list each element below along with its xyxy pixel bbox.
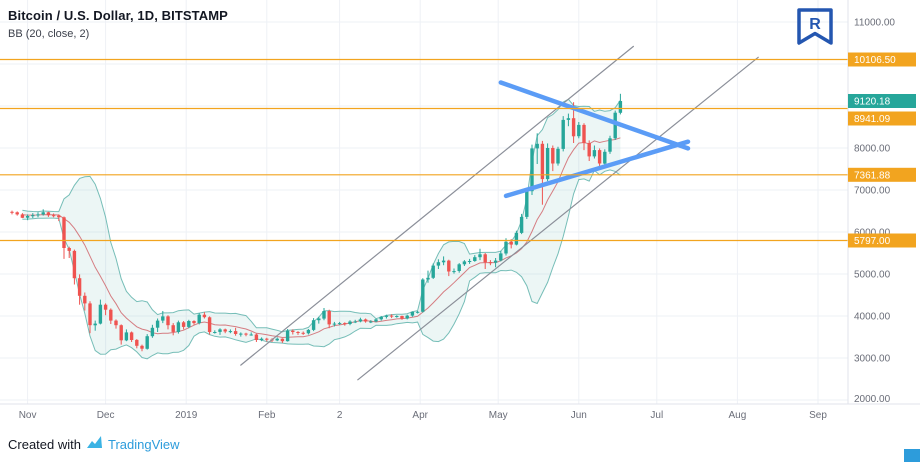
- price-tick-label: 4000.00: [854, 312, 891, 323]
- bottom-right-badge: [904, 449, 920, 462]
- trend-lines[interactable]: [240, 45, 759, 381]
- ascending-channel-line-1[interactable]: [240, 45, 635, 366]
- symbol-title: Bitcoin / U.S. Dollar, 1D, BITSTAMP: [8, 8, 228, 23]
- last-price-label-text: 9120.18: [854, 97, 891, 108]
- pennant-upper-line[interactable]: [498, 80, 691, 151]
- price-level-lines[interactable]: [0, 58, 848, 242]
- price-level-label: [848, 52, 916, 67]
- time-tick-label: Nov: [19, 410, 37, 421]
- tradingview-link[interactable]: TradingView: [107, 436, 180, 452]
- attribution: Created with TradingView: [8, 435, 180, 453]
- price-tick-label: 5000.00: [854, 270, 891, 281]
- price-level-label-text: 8941.09: [854, 114, 891, 125]
- time-tick-label: Apr: [412, 410, 428, 421]
- created-with-text: Created with: [8, 436, 81, 452]
- price-axis[interactable]: 11000.00 8000.00 7000.00 6000.00 5000.00 4000…: [847, 0, 916, 405]
- time-tick-label: Jun: [571, 410, 587, 421]
- price-tick-label: 11000.00: [854, 18, 895, 29]
- ascending-channel-line-2[interactable]: [357, 56, 759, 381]
- chart-legend: Bitcoin / U.S. Dollar, 1D, BITSTAMP BB (…: [8, 8, 228, 40]
- price-level-label: [848, 167, 916, 182]
- price-tick-label: 7000.00: [854, 186, 891, 197]
- bb-lower-line: [22, 169, 621, 360]
- svg-text:R: R: [809, 16, 821, 33]
- time-tick-label: Dec: [97, 410, 115, 421]
- price-level-label: [848, 233, 916, 248]
- price-level-label: [848, 111, 916, 126]
- tradingview-logo-icon: [86, 435, 103, 453]
- price-tick-label: 2000.00: [854, 394, 891, 405]
- price-tick-label: 6000.00: [854, 228, 891, 239]
- time-tick-label: Sep: [809, 410, 827, 421]
- price-tick-label: 3000.00: [854, 354, 891, 365]
- indicator-label: BB (20, close, 2): [8, 28, 90, 40]
- time-tick-label: May: [489, 410, 508, 421]
- pennant-lower-line[interactable]: [503, 139, 691, 199]
- price-level-label-text: 5797.00: [854, 236, 891, 247]
- price-level-label-text: 10106.50: [854, 55, 896, 66]
- time-tick-label: 2: [337, 410, 343, 421]
- price-tick-label: 8000.00: [854, 144, 891, 155]
- price-level-label-text: 7361.88: [854, 170, 891, 181]
- candles: [10, 93, 623, 352]
- last-price-label: [848, 94, 916, 108]
- time-tick-label: Jul: [650, 410, 663, 421]
- publisher-logo[interactable]: R: [794, 6, 836, 53]
- time-axis[interactable]: Nov Dec 2019 Feb 2 Apr May Jun Jul Aug Sep: [0, 403, 920, 421]
- time-tick-label: 2019: [175, 410, 198, 421]
- publisher-logo-icon: R: [797, 8, 833, 45]
- time-tick-label: Aug: [729, 410, 747, 421]
- time-tick-label: Feb: [258, 410, 276, 421]
